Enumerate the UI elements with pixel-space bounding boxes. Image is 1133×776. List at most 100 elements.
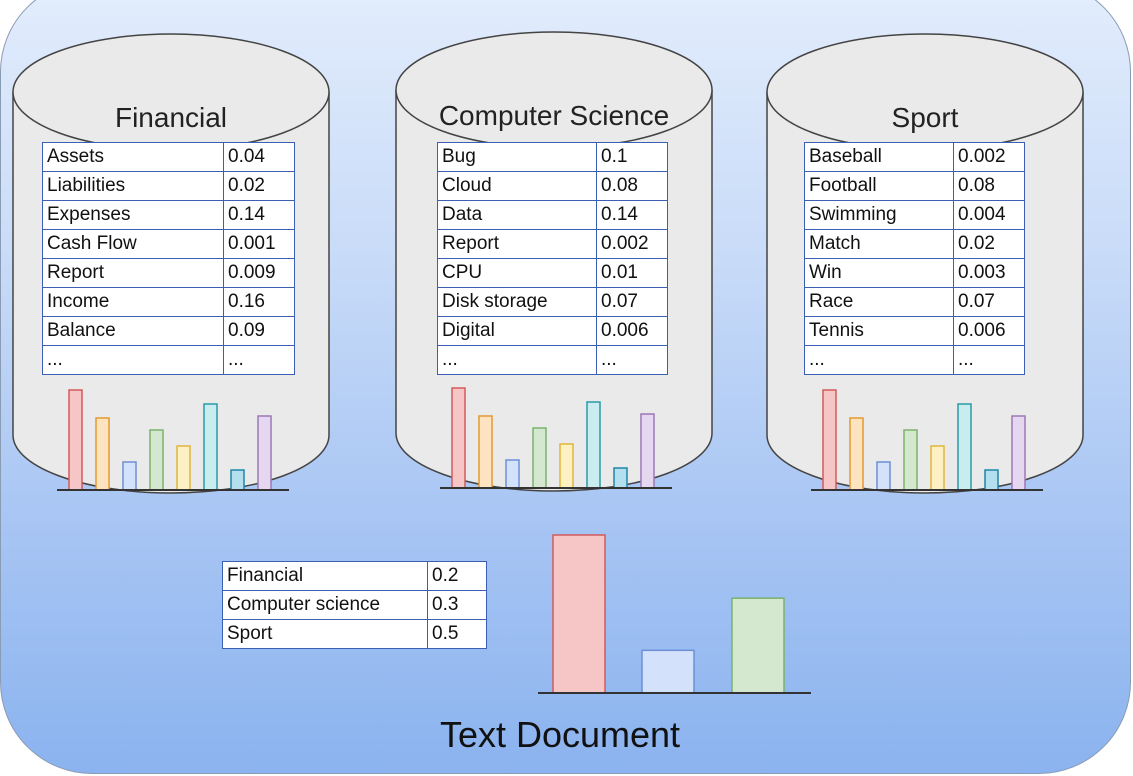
topic-bar <box>478 415 493 489</box>
document-bar <box>731 597 785 694</box>
topic-bar-chart <box>811 389 1043 491</box>
table-row: Sport 0.5 <box>222 619 487 649</box>
table-row: Balance 0.09 <box>42 316 295 346</box>
table-row: Match 0.02 <box>804 229 1025 259</box>
topic-bar <box>149 429 164 491</box>
word-cell: Tennis <box>804 316 954 346</box>
value-cell: ... <box>596 345 668 375</box>
word-table: Assets 0.04 Liabilities 0.02 Expenses 0.14 … <box>42 142 295 375</box>
topic-bar-chart <box>57 389 289 491</box>
word-cell: Swimming <box>804 200 954 230</box>
topic-bar <box>930 445 945 491</box>
value-cell: 0.08 <box>953 171 1025 201</box>
word-cell: Balance <box>42 316 224 346</box>
word-cell: Football <box>804 171 954 201</box>
topic-title: Financial <box>114 102 228 133</box>
table-row: Race 0.07 <box>804 287 1025 317</box>
table-row: Income 0.16 <box>42 287 295 317</box>
topic-bar <box>984 469 999 491</box>
topic-bar <box>257 415 272 491</box>
table-row: Expenses 0.14 <box>42 200 295 230</box>
word-cell: Expenses <box>42 200 224 230</box>
table-row: Financial 0.2 <box>222 561 487 591</box>
value-cell: 0.009 <box>223 258 295 288</box>
table-row: Report 0.002 <box>437 229 668 259</box>
table-row: Disk storage 0.07 <box>437 287 668 317</box>
value-cell: 0.002 <box>596 229 668 259</box>
topic-bar <box>176 445 191 491</box>
word-cell: Report <box>437 229 597 259</box>
topic-cell: Sport <box>222 619 428 649</box>
document-topic-table: Financial 0.2 Computer science 0.3 Sport 0.… <box>222 561 487 649</box>
topic-bar-chart <box>440 387 672 489</box>
table-row: Tennis 0.006 <box>804 316 1025 346</box>
value-cell: 0.1 <box>596 142 668 172</box>
topic-bar <box>505 459 520 489</box>
word-cell: ... <box>437 345 597 375</box>
value-cell: 0.2 <box>427 561 487 591</box>
word-cell: Baseball <box>804 142 954 172</box>
value-cell: 0.14 <box>223 200 295 230</box>
word-cell: Cash Flow <box>42 229 224 259</box>
document-bar <box>552 534 606 694</box>
word-cell: ... <box>804 345 954 375</box>
value-cell: 0.07 <box>596 287 668 317</box>
table-row: Cloud 0.08 <box>437 171 668 201</box>
word-table: Baseball 0.002 Football 0.08 Swimming 0.004… <box>804 142 1025 375</box>
topic-bar <box>613 467 628 489</box>
topic-bar <box>957 403 972 491</box>
value-cell: 0.04 <box>223 142 295 172</box>
value-cell: 0.5 <box>427 619 487 649</box>
table-row: Cash Flow 0.001 <box>42 229 295 259</box>
value-cell: 0.07 <box>953 287 1025 317</box>
word-cell: Income <box>42 287 224 317</box>
table-row: Liabilities 0.02 <box>42 171 295 201</box>
table-row: Football 0.08 <box>804 171 1025 201</box>
word-table: Bug 0.1 Cloud 0.08 Data 0.14 Report 0.002 CP… <box>437 142 668 375</box>
topic-bar <box>122 461 137 491</box>
word-cell: Win <box>804 258 954 288</box>
value-cell: 0.3 <box>427 590 487 620</box>
value-cell: 0.002 <box>953 142 1025 172</box>
word-cell: Match <box>804 229 954 259</box>
value-cell: 0.004 <box>953 200 1025 230</box>
table-row: ...... <box>42 345 295 375</box>
topic-financial: Financial Assets 0.04 Liabilities 0.02 Exp… <box>12 30 330 495</box>
table-row: Assets 0.04 <box>42 142 295 172</box>
value-cell: 0.006 <box>596 316 668 346</box>
table-row: Win 0.003 <box>804 258 1025 288</box>
topic-bar <box>451 387 466 489</box>
table-row: Report 0.009 <box>42 258 295 288</box>
topic-bar <box>68 389 83 491</box>
document-title: Text Document <box>439 714 681 755</box>
table-row: ...... <box>437 345 668 375</box>
table-row: Baseball 0.002 <box>804 142 1025 172</box>
value-cell: 0.02 <box>953 229 1025 259</box>
value-cell: 0.16 <box>223 287 295 317</box>
value-cell: 0.01 <box>596 258 668 288</box>
topic-bar <box>586 401 601 489</box>
table-row: Bug 0.1 <box>437 142 668 172</box>
document-bar <box>641 649 695 694</box>
topic-title: Computer Science <box>438 100 670 131</box>
value-cell: 0.001 <box>223 229 295 259</box>
topic-bar <box>559 443 574 489</box>
table-row: Digital 0.006 <box>437 316 668 346</box>
table-row: CPU 0.01 <box>437 258 668 288</box>
topic-bar <box>1011 415 1026 491</box>
value-cell: 0.003 <box>953 258 1025 288</box>
topic-bar <box>640 413 655 489</box>
topic-bar <box>822 389 837 491</box>
word-cell: Cloud <box>437 171 597 201</box>
word-cell: Assets <box>42 142 224 172</box>
word-cell: Report <box>42 258 224 288</box>
document-bar-chart <box>538 534 811 694</box>
value-cell: ... <box>953 345 1025 375</box>
word-cell: Race <box>804 287 954 317</box>
word-cell: Data <box>437 200 597 230</box>
topic-sport: Sport Baseball 0.002 Football 0.08 Swimmin… <box>766 30 1084 495</box>
value-cell: ... <box>223 345 295 375</box>
word-cell: Liabilities <box>42 171 224 201</box>
word-cell: Bug <box>437 142 597 172</box>
topic-bar <box>903 429 918 491</box>
